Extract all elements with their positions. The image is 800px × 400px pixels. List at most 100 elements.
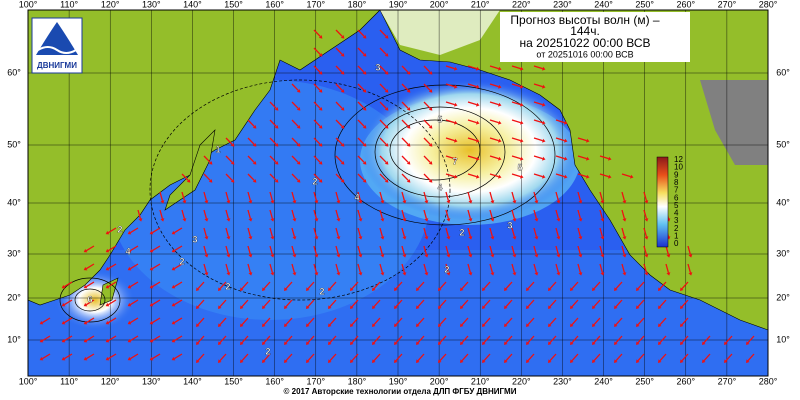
arrow-shaft <box>373 299 381 308</box>
land-america <box>379 9 769 331</box>
arrow-shaft <box>445 65 455 70</box>
lon-label-bottom: 130° <box>142 376 161 386</box>
lon-label-top: 250° <box>635 0 654 9</box>
arrow-head <box>105 320 110 325</box>
arrow-head <box>498 66 502 71</box>
arrow-head <box>600 254 605 258</box>
arrow-head <box>468 254 473 258</box>
arrow-shaft <box>307 281 315 290</box>
arrow-head <box>498 138 502 143</box>
arrow-shaft <box>203 227 208 237</box>
arrow-shaft <box>379 209 384 219</box>
arrow-head <box>428 107 433 111</box>
arrow-shaft <box>401 119 409 127</box>
arrow-head <box>384 71 389 75</box>
arrow-shaft <box>129 245 139 252</box>
arrow-shaft <box>85 281 95 288</box>
arrow-head <box>318 89 323 93</box>
arrow-head <box>498 102 502 107</box>
arrow-head <box>328 305 332 309</box>
arrow-head <box>196 359 200 363</box>
arrow-head <box>240 341 244 345</box>
lon-label-top: 260° <box>676 0 695 9</box>
arrow-head <box>468 218 473 222</box>
arrow-shaft <box>313 119 321 127</box>
arrow-shaft <box>687 263 692 273</box>
arrow-shaft <box>263 353 271 362</box>
arrow-head <box>680 287 684 291</box>
arrow-shaft <box>417 299 425 308</box>
colorbar-label: 10 <box>674 163 683 172</box>
arrow-shaft <box>483 335 491 344</box>
arrow-head <box>380 272 385 276</box>
arrow-shaft <box>285 335 293 344</box>
arrow-shaft <box>401 245 406 255</box>
arrow-head <box>600 236 605 240</box>
lon-label-bottom: 140° <box>183 376 202 386</box>
contour-labels: 5 7 4 5 4 3 1 2 2 2 2 2 3 3 2 2 2 4 6 <box>87 62 522 356</box>
arrow-head <box>416 359 420 363</box>
arrow-head <box>171 266 176 271</box>
arrow-head <box>182 218 187 222</box>
arrow-head <box>350 359 354 363</box>
arrow-head <box>296 89 301 93</box>
arrow-head <box>428 71 433 75</box>
arrow-head <box>248 272 253 276</box>
arrow-shaft <box>659 317 667 326</box>
arrow-shaft <box>379 173 387 181</box>
arrow-shaft <box>203 209 208 219</box>
arrow-shaft <box>533 173 543 178</box>
arrow-shaft <box>445 191 450 201</box>
arrow-shaft <box>665 245 670 255</box>
arrow-head <box>406 107 411 111</box>
arrow-head <box>208 161 213 165</box>
arrow-head <box>438 305 442 309</box>
arrow-head <box>314 218 319 222</box>
arrow-shaft <box>291 245 296 255</box>
arrow-shaft <box>533 245 538 255</box>
lon-label-bottom: 240° <box>594 376 613 386</box>
arrow-shaft <box>247 263 252 273</box>
arrow-head <box>160 200 165 204</box>
arrow-head <box>424 236 429 240</box>
arrow-shaft <box>329 317 337 326</box>
arrow-head <box>636 359 640 363</box>
arrow-shaft <box>615 281 623 290</box>
arrow-shaft <box>313 155 321 163</box>
arrow-head <box>512 254 517 258</box>
contour-label: 2 <box>117 224 122 234</box>
arrow-head <box>402 272 407 276</box>
arrow-shaft <box>379 119 387 127</box>
arrow-head <box>446 200 451 204</box>
lat-label-left: 20° <box>7 292 21 302</box>
arrow-shaft <box>379 245 384 255</box>
contour-label: 2 <box>179 256 184 266</box>
arrow-head <box>336 236 341 240</box>
arrow-head <box>274 125 279 129</box>
arrow-shaft <box>527 299 535 308</box>
lon-label-top: 120° <box>101 0 120 9</box>
arrow-shaft <box>401 191 406 201</box>
arrow-shaft <box>173 317 183 324</box>
arrow-shaft <box>423 173 431 181</box>
arrow-head <box>318 161 323 165</box>
arrow-shaft <box>577 209 582 219</box>
arrow-shaft <box>263 317 271 326</box>
arrow-shaft <box>151 317 161 324</box>
arrow-head <box>658 323 662 327</box>
arrow-shaft <box>173 335 183 342</box>
arrow-head <box>406 89 411 93</box>
lon-label-top: 220° <box>512 0 531 9</box>
lat-label-left: 50° <box>7 139 21 149</box>
arrow-shaft <box>615 299 623 308</box>
arrow-shaft <box>621 173 631 178</box>
arrow-head <box>306 359 310 363</box>
arrow-head <box>362 179 367 183</box>
arrow-head <box>406 143 411 147</box>
arrow-head <box>468 200 473 204</box>
arrow-head <box>138 218 143 222</box>
arrow-shaft <box>725 335 733 344</box>
arrow-shaft <box>351 299 359 308</box>
